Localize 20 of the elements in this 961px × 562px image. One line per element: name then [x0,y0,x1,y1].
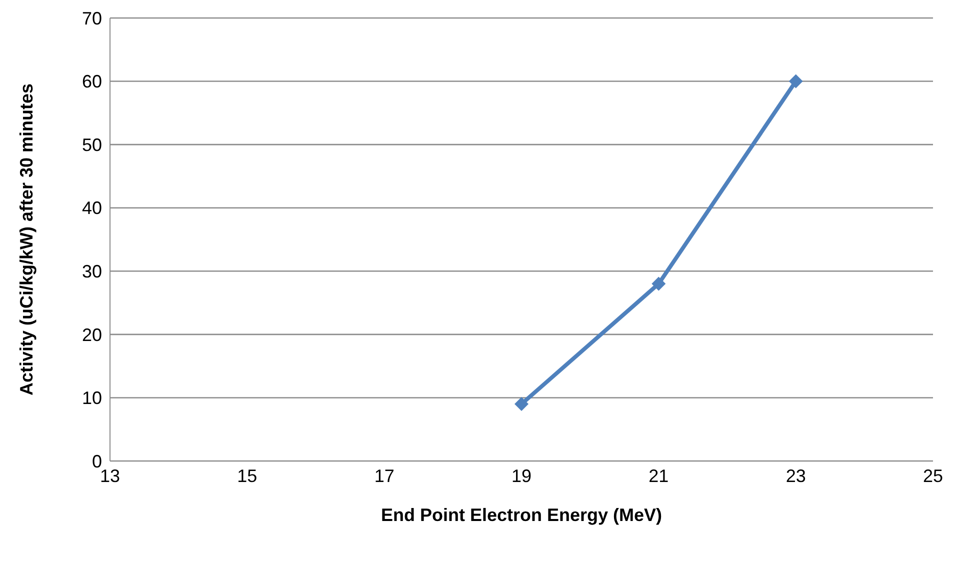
point [514,397,528,412]
y-tick-label: 0 [92,451,102,472]
y-tick-label: 70 [82,8,102,28]
x-tick-label: 19 [511,466,532,486]
point [652,276,666,291]
x-tick-label: 17 [374,466,394,486]
x-tick-label: 23 [786,466,806,486]
point [788,74,803,88]
x-tick-label: 21 [648,466,669,486]
y-tick-label: 30 [82,262,102,282]
x-tick-label: 25 [922,466,944,486]
y-tick-label: 20 [82,324,102,345]
x-tick-label: 13 [100,466,120,486]
x-axis-title: End Point Electron Energy (MeV) [380,505,662,525]
y-tick-label: 50 [82,134,102,155]
y-axis-title: Activity (uCi/kg/kW) after 30 minutes [16,83,36,396]
y-tick-label: 40 [82,198,102,218]
x-tick-label: 15 [237,466,258,486]
y-tick-label: 10 [82,388,102,408]
y-tick-label: 60 [82,72,102,92]
